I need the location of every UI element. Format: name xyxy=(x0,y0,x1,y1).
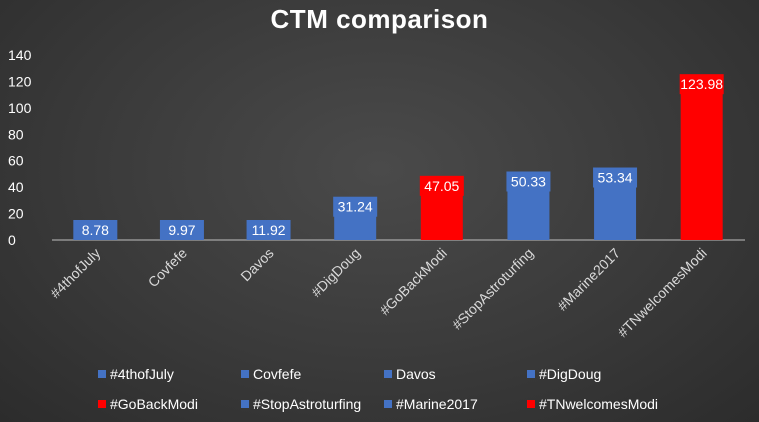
data-label: 50.33 xyxy=(511,173,546,189)
y-tick-label: 60 xyxy=(8,153,24,169)
legend-label: #StopAstroturfing xyxy=(253,396,361,412)
legend-swatch xyxy=(527,370,535,378)
category-label: #StopAstroturfing xyxy=(449,245,537,333)
y-tick-label: 0 xyxy=(8,232,16,248)
legend-label: #Marine2017 xyxy=(396,396,478,412)
data-label: 47.05 xyxy=(424,178,459,194)
y-tick-label: 20 xyxy=(8,206,24,222)
category-label: Covfefe xyxy=(145,245,191,291)
category-label: #Marine2017 xyxy=(554,245,623,314)
legend-swatch xyxy=(241,400,249,408)
data-label-bg-6 xyxy=(593,167,638,188)
data-label-bg-1 xyxy=(159,220,204,240)
legend-label: #TNwelcomesModi xyxy=(539,396,658,412)
legend-label: #DigDoug xyxy=(539,366,601,382)
category-label: #DigDoug xyxy=(308,245,363,300)
legend-swatch xyxy=(384,400,392,408)
category-label: Davos xyxy=(237,245,276,284)
legend-swatch xyxy=(384,370,392,378)
bar-7 xyxy=(680,76,723,241)
category-label: #GoBackModi xyxy=(376,245,449,318)
data-label-bg-5 xyxy=(506,171,551,192)
legend-swatch xyxy=(98,400,106,408)
category-label: #TNwelcomesModi xyxy=(614,245,709,340)
y-tick-label: 140 xyxy=(8,47,32,63)
legend-swatch xyxy=(527,400,535,408)
data-label-bg-3 xyxy=(333,196,378,217)
y-tick-label: 100 xyxy=(8,100,32,116)
data-label-bg-4 xyxy=(419,175,464,196)
chart-title: CTM comparison xyxy=(270,4,489,34)
y-tick-label: 120 xyxy=(8,73,32,89)
data-label: 53.34 xyxy=(598,170,633,186)
legend-label: #4thofJuly xyxy=(110,366,174,382)
y-tick-label: 40 xyxy=(8,179,24,195)
data-label-bg-7 xyxy=(679,74,724,95)
data-label: 11.92 xyxy=(252,222,286,238)
data-label-bg-0 xyxy=(73,220,118,240)
legend-label: Davos xyxy=(396,366,436,382)
y-tick-label: 80 xyxy=(8,126,24,142)
data-label-bg-2 xyxy=(246,220,291,240)
legend-label: Covfefe xyxy=(253,366,301,382)
data-label: 123.98 xyxy=(680,76,723,92)
data-label: 31.24 xyxy=(338,199,373,215)
legend-swatch xyxy=(98,370,106,378)
category-label: #4thofJuly xyxy=(47,245,103,301)
data-label: 9.97 xyxy=(168,222,195,238)
legend-swatch xyxy=(241,370,249,378)
legend-label: #GoBackModi xyxy=(110,396,198,412)
data-label: 8.78 xyxy=(82,222,109,238)
